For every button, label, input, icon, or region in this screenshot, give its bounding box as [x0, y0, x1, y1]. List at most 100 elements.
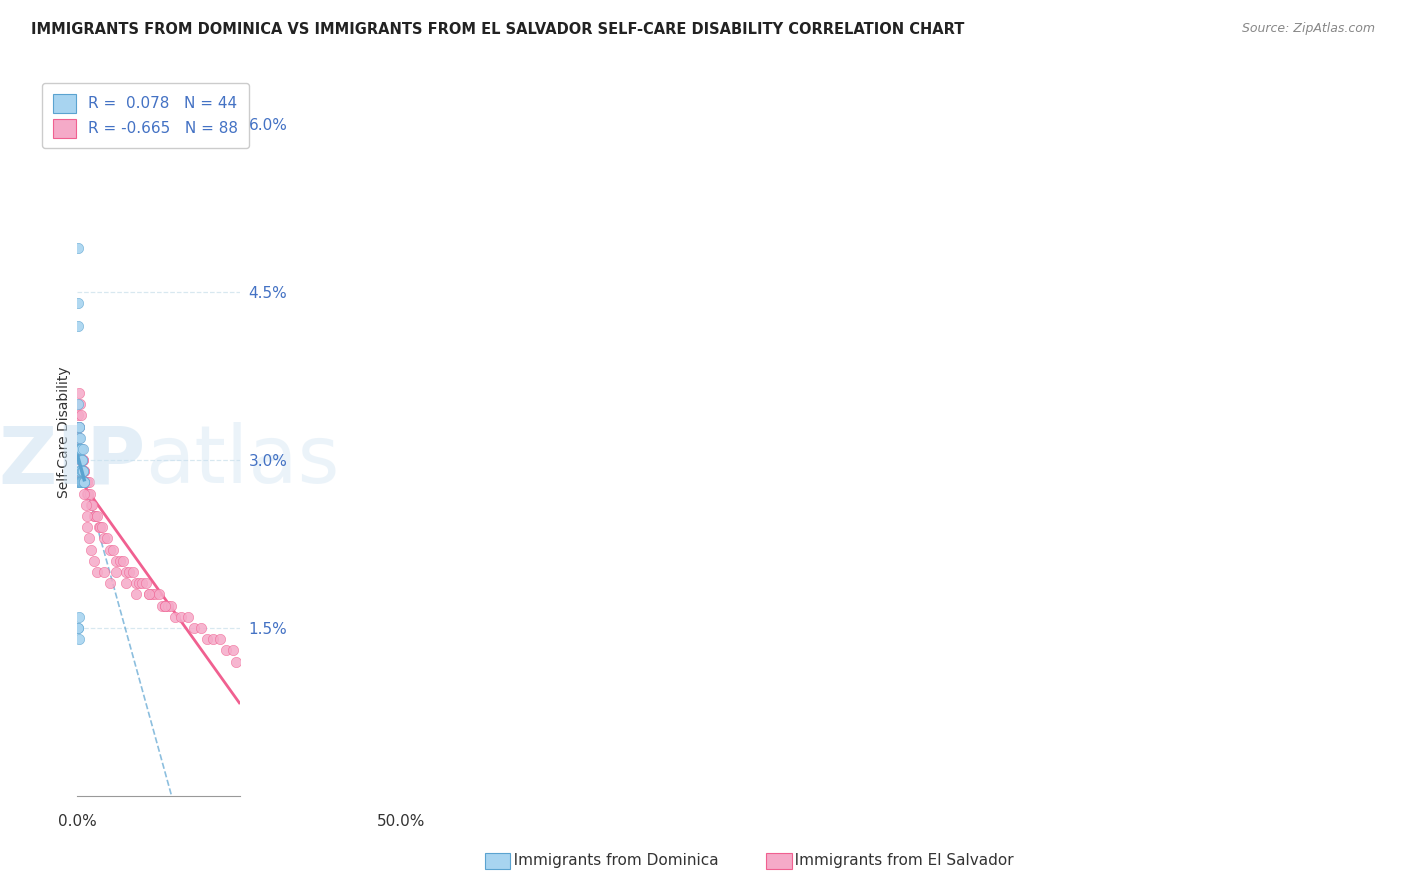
Point — [72, 464, 94, 478]
Point — [153, 599, 176, 613]
Point — [121, 565, 143, 579]
Point — [157, 599, 180, 613]
Point — [125, 576, 148, 591]
Point — [69, 442, 91, 456]
Point — [67, 419, 90, 434]
Point — [76, 509, 98, 524]
Point — [108, 554, 131, 568]
Point — [70, 464, 93, 478]
Point — [70, 453, 93, 467]
Point — [73, 475, 96, 490]
Point — [83, 554, 105, 568]
Point — [98, 542, 121, 557]
Point — [79, 486, 101, 500]
Point — [150, 599, 173, 613]
Point — [67, 475, 90, 490]
Point — [215, 643, 238, 657]
Point — [72, 464, 94, 478]
Point — [143, 587, 166, 601]
Point — [125, 587, 148, 601]
Text: atlas: atlas — [145, 422, 340, 500]
Point — [67, 419, 90, 434]
Point — [170, 609, 193, 624]
Point — [131, 576, 153, 591]
Point — [202, 632, 225, 647]
Point — [69, 453, 91, 467]
Point — [67, 431, 90, 445]
Point — [69, 442, 91, 456]
Point — [67, 632, 90, 647]
Point — [72, 464, 94, 478]
Point — [69, 409, 91, 423]
Point — [75, 475, 97, 490]
Point — [69, 442, 91, 456]
Point — [225, 655, 247, 669]
Point — [70, 442, 93, 456]
Point — [72, 464, 94, 478]
Point — [86, 565, 108, 579]
Point — [69, 464, 91, 478]
Point — [67, 464, 90, 478]
Point — [138, 587, 160, 601]
Point — [72, 453, 94, 467]
Point — [70, 453, 93, 467]
Text: IMMIGRANTS FROM DOMINICA VS IMMIGRANTS FROM EL SALVADOR SELF-CARE DISABILITY COR: IMMIGRANTS FROM DOMINICA VS IMMIGRANTS F… — [31, 22, 965, 37]
Point — [73, 486, 96, 500]
Point — [73, 475, 96, 490]
Point — [69, 397, 91, 411]
Point — [69, 431, 91, 445]
Point — [69, 464, 91, 478]
Point — [67, 419, 90, 434]
Point — [69, 453, 91, 467]
Point — [153, 599, 176, 613]
Point — [70, 453, 93, 467]
Point — [115, 565, 138, 579]
Point — [76, 475, 98, 490]
Point — [103, 542, 125, 557]
Point — [138, 587, 160, 601]
Point — [163, 609, 186, 624]
Point — [67, 442, 90, 456]
Text: 0.0%: 0.0% — [58, 814, 97, 829]
Point — [70, 464, 93, 478]
Legend: R =  0.078   N = 44, R = -0.665   N = 88: R = 0.078 N = 44, R = -0.665 N = 88 — [42, 84, 249, 148]
Point — [77, 486, 100, 500]
Point — [69, 442, 91, 456]
Point — [67, 431, 90, 445]
Point — [135, 576, 157, 591]
Point — [87, 520, 110, 534]
Point — [86, 509, 108, 524]
Point — [70, 475, 93, 490]
Point — [67, 296, 90, 310]
Point — [195, 632, 218, 647]
Point — [69, 475, 91, 490]
Point — [67, 442, 90, 456]
Point — [67, 475, 90, 490]
Point — [67, 431, 90, 445]
Point — [66, 241, 89, 255]
Point — [70, 464, 93, 478]
Point — [77, 532, 100, 546]
Point — [72, 442, 94, 456]
Point — [83, 509, 105, 524]
Text: Source: ZipAtlas.com: Source: ZipAtlas.com — [1241, 22, 1375, 36]
Point — [76, 520, 98, 534]
Point — [75, 498, 97, 512]
Point — [69, 475, 91, 490]
Text: Immigrants from El Salvador: Immigrants from El Salvador — [780, 854, 1014, 868]
Point — [73, 464, 96, 478]
Y-axis label: Self-Care Disability: Self-Care Disability — [58, 367, 72, 498]
Point — [105, 565, 128, 579]
Point — [176, 609, 198, 624]
Point — [70, 453, 93, 467]
Point — [69, 442, 91, 456]
Point — [77, 475, 100, 490]
Point — [67, 475, 90, 490]
Point — [91, 520, 114, 534]
Point — [70, 475, 93, 490]
Point — [98, 576, 121, 591]
Point — [66, 318, 89, 333]
Point — [72, 475, 94, 490]
Text: Immigrants from Dominica: Immigrants from Dominica — [499, 854, 718, 868]
Point — [118, 565, 141, 579]
